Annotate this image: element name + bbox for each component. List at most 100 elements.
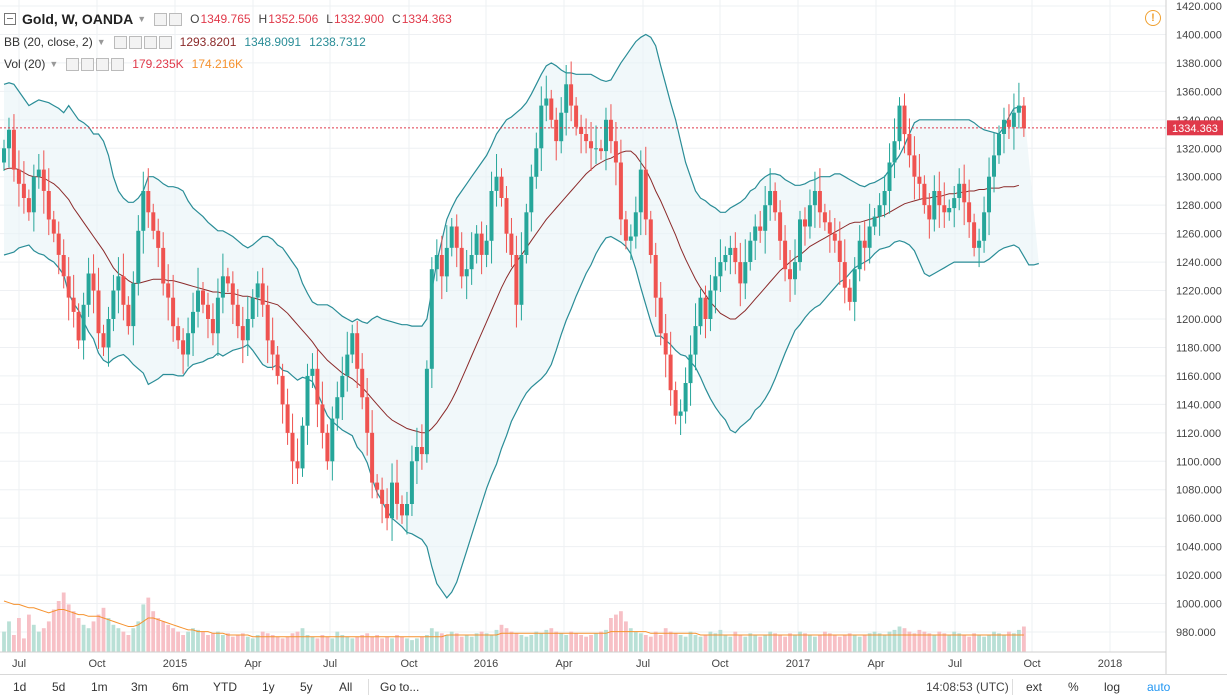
settings-icon[interactable] [128,35,142,49]
settings-icon[interactable] [154,12,168,26]
log-toggle[interactable]: log [1104,680,1121,694]
volume-bar [972,633,976,652]
price-chart[interactable]: 980.000 1000.000 1020.000 1040.000 1060.000 1… [0,0,1227,674]
candle-body [539,105,544,149]
range-all[interactable]: All [339,680,353,694]
vol-label[interactable]: Vol (20) [4,57,46,71]
candle-body [300,425,305,469]
candle-body [166,283,171,298]
volume-bar [609,618,613,652]
volume-bar [454,633,459,652]
candle-body [877,205,882,217]
time-tick-label: Oct [711,658,728,670]
settings-icon[interactable] [81,57,95,71]
close-icon[interactable] [111,57,125,71]
volume-bar [300,628,305,652]
volume-bar [370,636,375,652]
candle-body [350,333,355,355]
candle-body [1002,119,1006,134]
candle-body [992,155,996,177]
candle-body [589,141,593,149]
volume-bar [907,631,912,652]
auto-toggle[interactable]: auto [1147,680,1171,694]
volume-bar [852,635,857,652]
chevron-down-icon[interactable]: ▼ [137,14,147,24]
range-5d[interactable]: 5d [52,680,66,694]
candle-body [987,176,991,213]
volume-bar [569,631,574,652]
hide-icon[interactable] [169,12,183,26]
candle-body [405,504,409,516]
candle-body [330,418,335,462]
candle-body [449,226,454,248]
candle-body [842,262,847,288]
volume-bar [947,635,952,652]
bb-label[interactable]: BB (20, close, 2) [4,35,93,49]
candle-body [708,290,713,319]
percent-toggle[interactable]: % [1068,680,1079,694]
volume-bar [176,631,180,652]
candle-body [643,169,648,220]
bottom-toolbar: 1d 5d 1m 3m 6m YTD 1y 5y All Go to... 14… [0,674,1227,700]
visibility-icon[interactable] [66,57,80,71]
volume-bar [818,635,822,652]
candle-body [758,226,763,231]
candle-body [41,169,46,191]
symbol-legend: Gold, W, OANDA ▼ O 1349.765 H 1352.506 L 13… [4,11,452,27]
volume-bar [136,621,141,652]
range-3m[interactable]: 3m [131,680,148,694]
range-1m[interactable]: 1m [91,680,108,694]
volume-bar [668,631,673,652]
volume-bar [226,633,230,652]
volume-bar [216,631,220,652]
volume-bar [350,638,355,652]
vol-ma-value: 174.216K [191,57,244,71]
collapse-icon[interactable] [4,13,16,25]
chevron-down-icon[interactable]: ▼ [49,59,59,69]
range-1d[interactable]: 1d [13,680,27,694]
candle-body [499,176,504,198]
close-icon[interactable] [158,35,172,49]
candle-body [957,183,962,198]
candle-body [250,297,255,319]
visibility-icon[interactable] [113,35,127,49]
range-5y[interactable]: 5y [300,680,313,694]
price-axis-bg[interactable] [1166,0,1227,674]
candle-body [897,105,902,142]
candle-body [514,255,519,305]
candle-body [285,404,290,433]
range-6m[interactable]: 6m [172,680,189,694]
volume-bar [728,636,733,652]
candle-body [867,226,872,248]
price-tick-label: 1280.000 [1176,200,1222,212]
range-1y[interactable]: 1y [262,680,275,694]
toolbar-divider [1012,679,1013,695]
volume-bar [584,636,588,652]
candle-body [206,304,210,319]
volume-bar [1012,633,1016,652]
chevron-down-icon[interactable]: ▼ [96,37,106,47]
candle-body [385,504,390,519]
volume-bar [882,635,887,652]
time-axis[interactable]: Jul Oct 2015 Apr Jul Oct 2016 Apr Jul Oct 2017 Apr J… [12,658,1122,670]
time-tick-label: Jul [948,658,962,670]
symbol-title[interactable]: Gold, W, OANDA [22,11,134,27]
volume-bar [240,633,245,652]
volume-bar [942,633,947,652]
volume-bar [146,597,151,652]
volume-bar [385,636,389,652]
more-icon[interactable] [96,57,110,71]
more-icon[interactable] [143,35,157,49]
volume-bar [31,624,36,652]
candle-body [201,290,205,305]
goto-button[interactable]: Go to... [380,680,420,694]
candle-body [962,183,967,203]
volume-bar [922,631,927,652]
volume-bar [544,629,549,652]
ext-toggle[interactable]: ext [1026,680,1043,694]
candle-body [66,276,71,298]
candle-body [549,98,554,120]
range-ytd[interactable]: YTD [213,680,237,694]
alert-icon[interactable]: ! [1145,10,1161,26]
volume-bar [519,635,524,652]
